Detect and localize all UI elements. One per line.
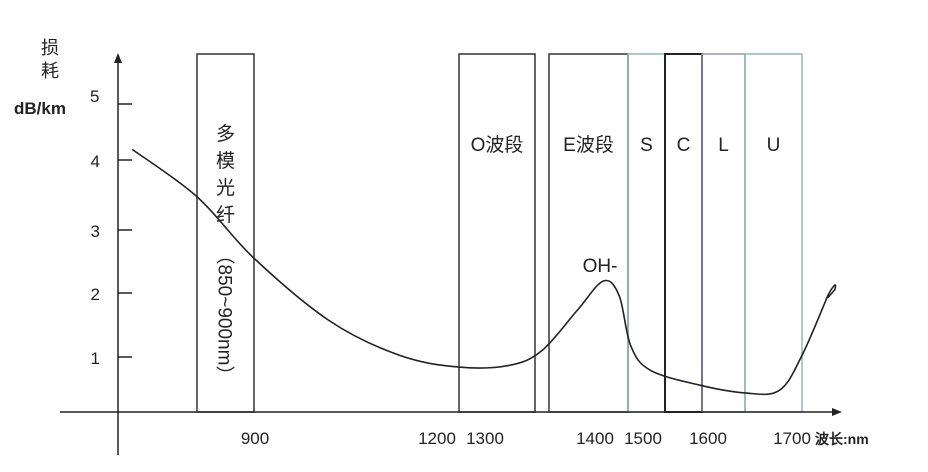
y-axis-label-char: 耗	[41, 61, 59, 81]
x-tick-label: 1300	[466, 429, 504, 448]
band-rect-3	[627, 53, 666, 413]
x-tick-label: 1200	[418, 429, 456, 448]
band-rect-4	[664, 53, 703, 413]
x-tick-label: 1500	[624, 429, 662, 448]
band-vertical-label-char: 光	[216, 177, 235, 199]
y-tick-label: 5	[90, 87, 99, 106]
band-label-E波段: E波段	[563, 134, 614, 156]
loss-curve	[131, 148, 837, 396]
band-vertical-label-range: （850~900nm）	[214, 246, 236, 385]
band-vertical-label-char: 模	[216, 150, 235, 172]
x-tick-label: 1600	[689, 429, 727, 448]
x-axis-label: 波长:nm	[815, 431, 869, 447]
x-axis-arrow-icon	[832, 408, 842, 416]
y-tick-label: 4	[91, 152, 100, 171]
band-rect-1	[458, 53, 536, 413]
y-axis-arrow-icon	[114, 53, 122, 63]
band-label-C: C	[677, 135, 691, 156]
band-vertical-label-char: 多	[216, 123, 235, 145]
y-axis-unit: dB/km	[14, 99, 66, 118]
x-tick-label: 900	[241, 429, 269, 448]
oh-annotation: OH-	[583, 256, 618, 277]
band-rect-6	[744, 53, 803, 413]
y-tick-label: 3	[91, 222, 100, 241]
y-tick-label: 1	[91, 349, 100, 368]
band-label-S: S	[640, 135, 653, 156]
y-axis-label-char: 损	[41, 38, 59, 58]
x-tick-label: 1700	[773, 429, 811, 448]
band-rect-2	[548, 53, 629, 413]
band-vertical-label-char: 纤	[216, 204, 235, 226]
band-label-O波段: O波段	[471, 134, 524, 156]
x-tick-label: 1400	[576, 429, 614, 448]
band-label-L: L	[718, 135, 729, 156]
band-label-U: U	[767, 135, 781, 156]
band-rect-5	[701, 53, 746, 413]
y-tick-label: 2	[91, 285, 100, 304]
